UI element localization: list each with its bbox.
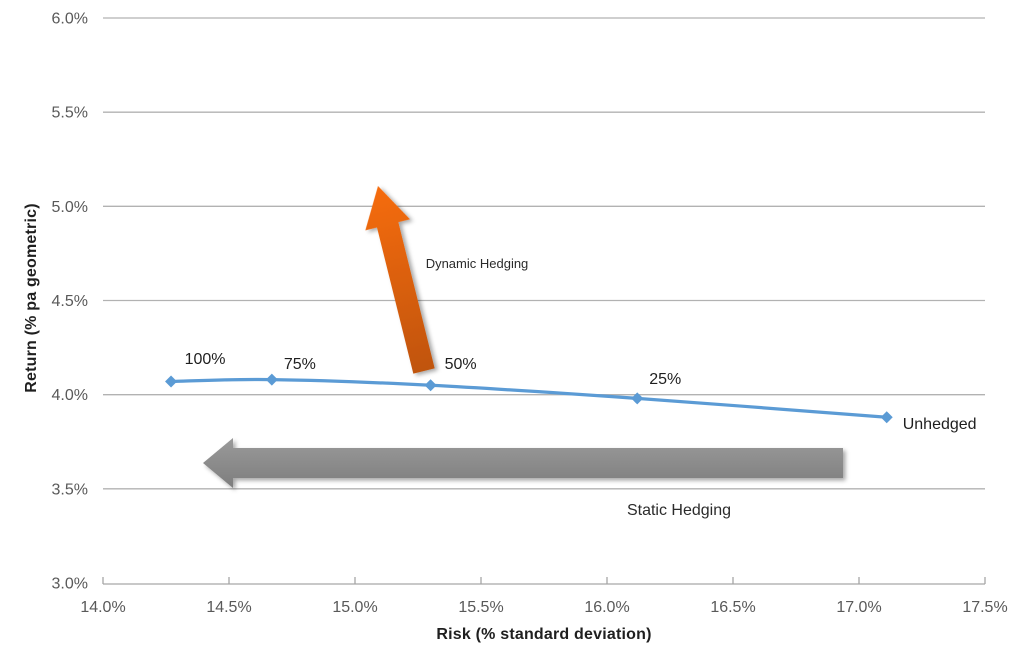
static-hedging-arrow (203, 438, 843, 488)
x-tick-label: 15.5% (458, 599, 503, 616)
data-point-label-100%: 100% (185, 351, 226, 368)
data-point-label-75%: 75% (284, 356, 316, 373)
x-tick-label: 17.0% (836, 599, 881, 616)
x-tick-label: 14.0% (80, 599, 125, 616)
y-tick-label: 4.5% (52, 293, 88, 310)
data-point-marker-100% (165, 375, 178, 388)
data-point-marker-50% (424, 379, 437, 392)
x-tick-label: 17.5% (962, 599, 1007, 616)
dynamic-hedging-arrow (365, 185, 435, 374)
x-tick-label: 16.5% (710, 599, 755, 616)
y-tick-label: 5.0% (52, 199, 88, 216)
y-tick-label: 5.5% (52, 105, 88, 122)
static-hedging-arrow-label: Static Hedging (627, 502, 731, 519)
x-axis-title: Risk (% standard deviation) (436, 626, 652, 643)
data-point-label-25%: 25% (649, 371, 681, 388)
y-tick-label: 6.0% (52, 11, 88, 28)
x-tick-label: 14.5% (206, 599, 251, 616)
data-point-label-50%: 50% (445, 356, 477, 373)
x-tick-label: 16.0% (584, 599, 629, 616)
y-tick-label: 3.5% (52, 481, 88, 498)
data-point-label-Unhedged: Unhedged (903, 416, 977, 433)
data-point-marker-Unhedged (880, 411, 893, 424)
dynamic-hedging-arrow-label: Dynamic Hedging (426, 256, 529, 271)
x-tick-label: 15.0% (332, 599, 377, 616)
y-tick-label: 3.0% (52, 576, 88, 593)
y-tick-label: 4.0% (52, 387, 88, 404)
data-point-marker-25% (631, 392, 644, 405)
data-point-marker-75% (265, 373, 278, 386)
series-line (169, 377, 889, 419)
